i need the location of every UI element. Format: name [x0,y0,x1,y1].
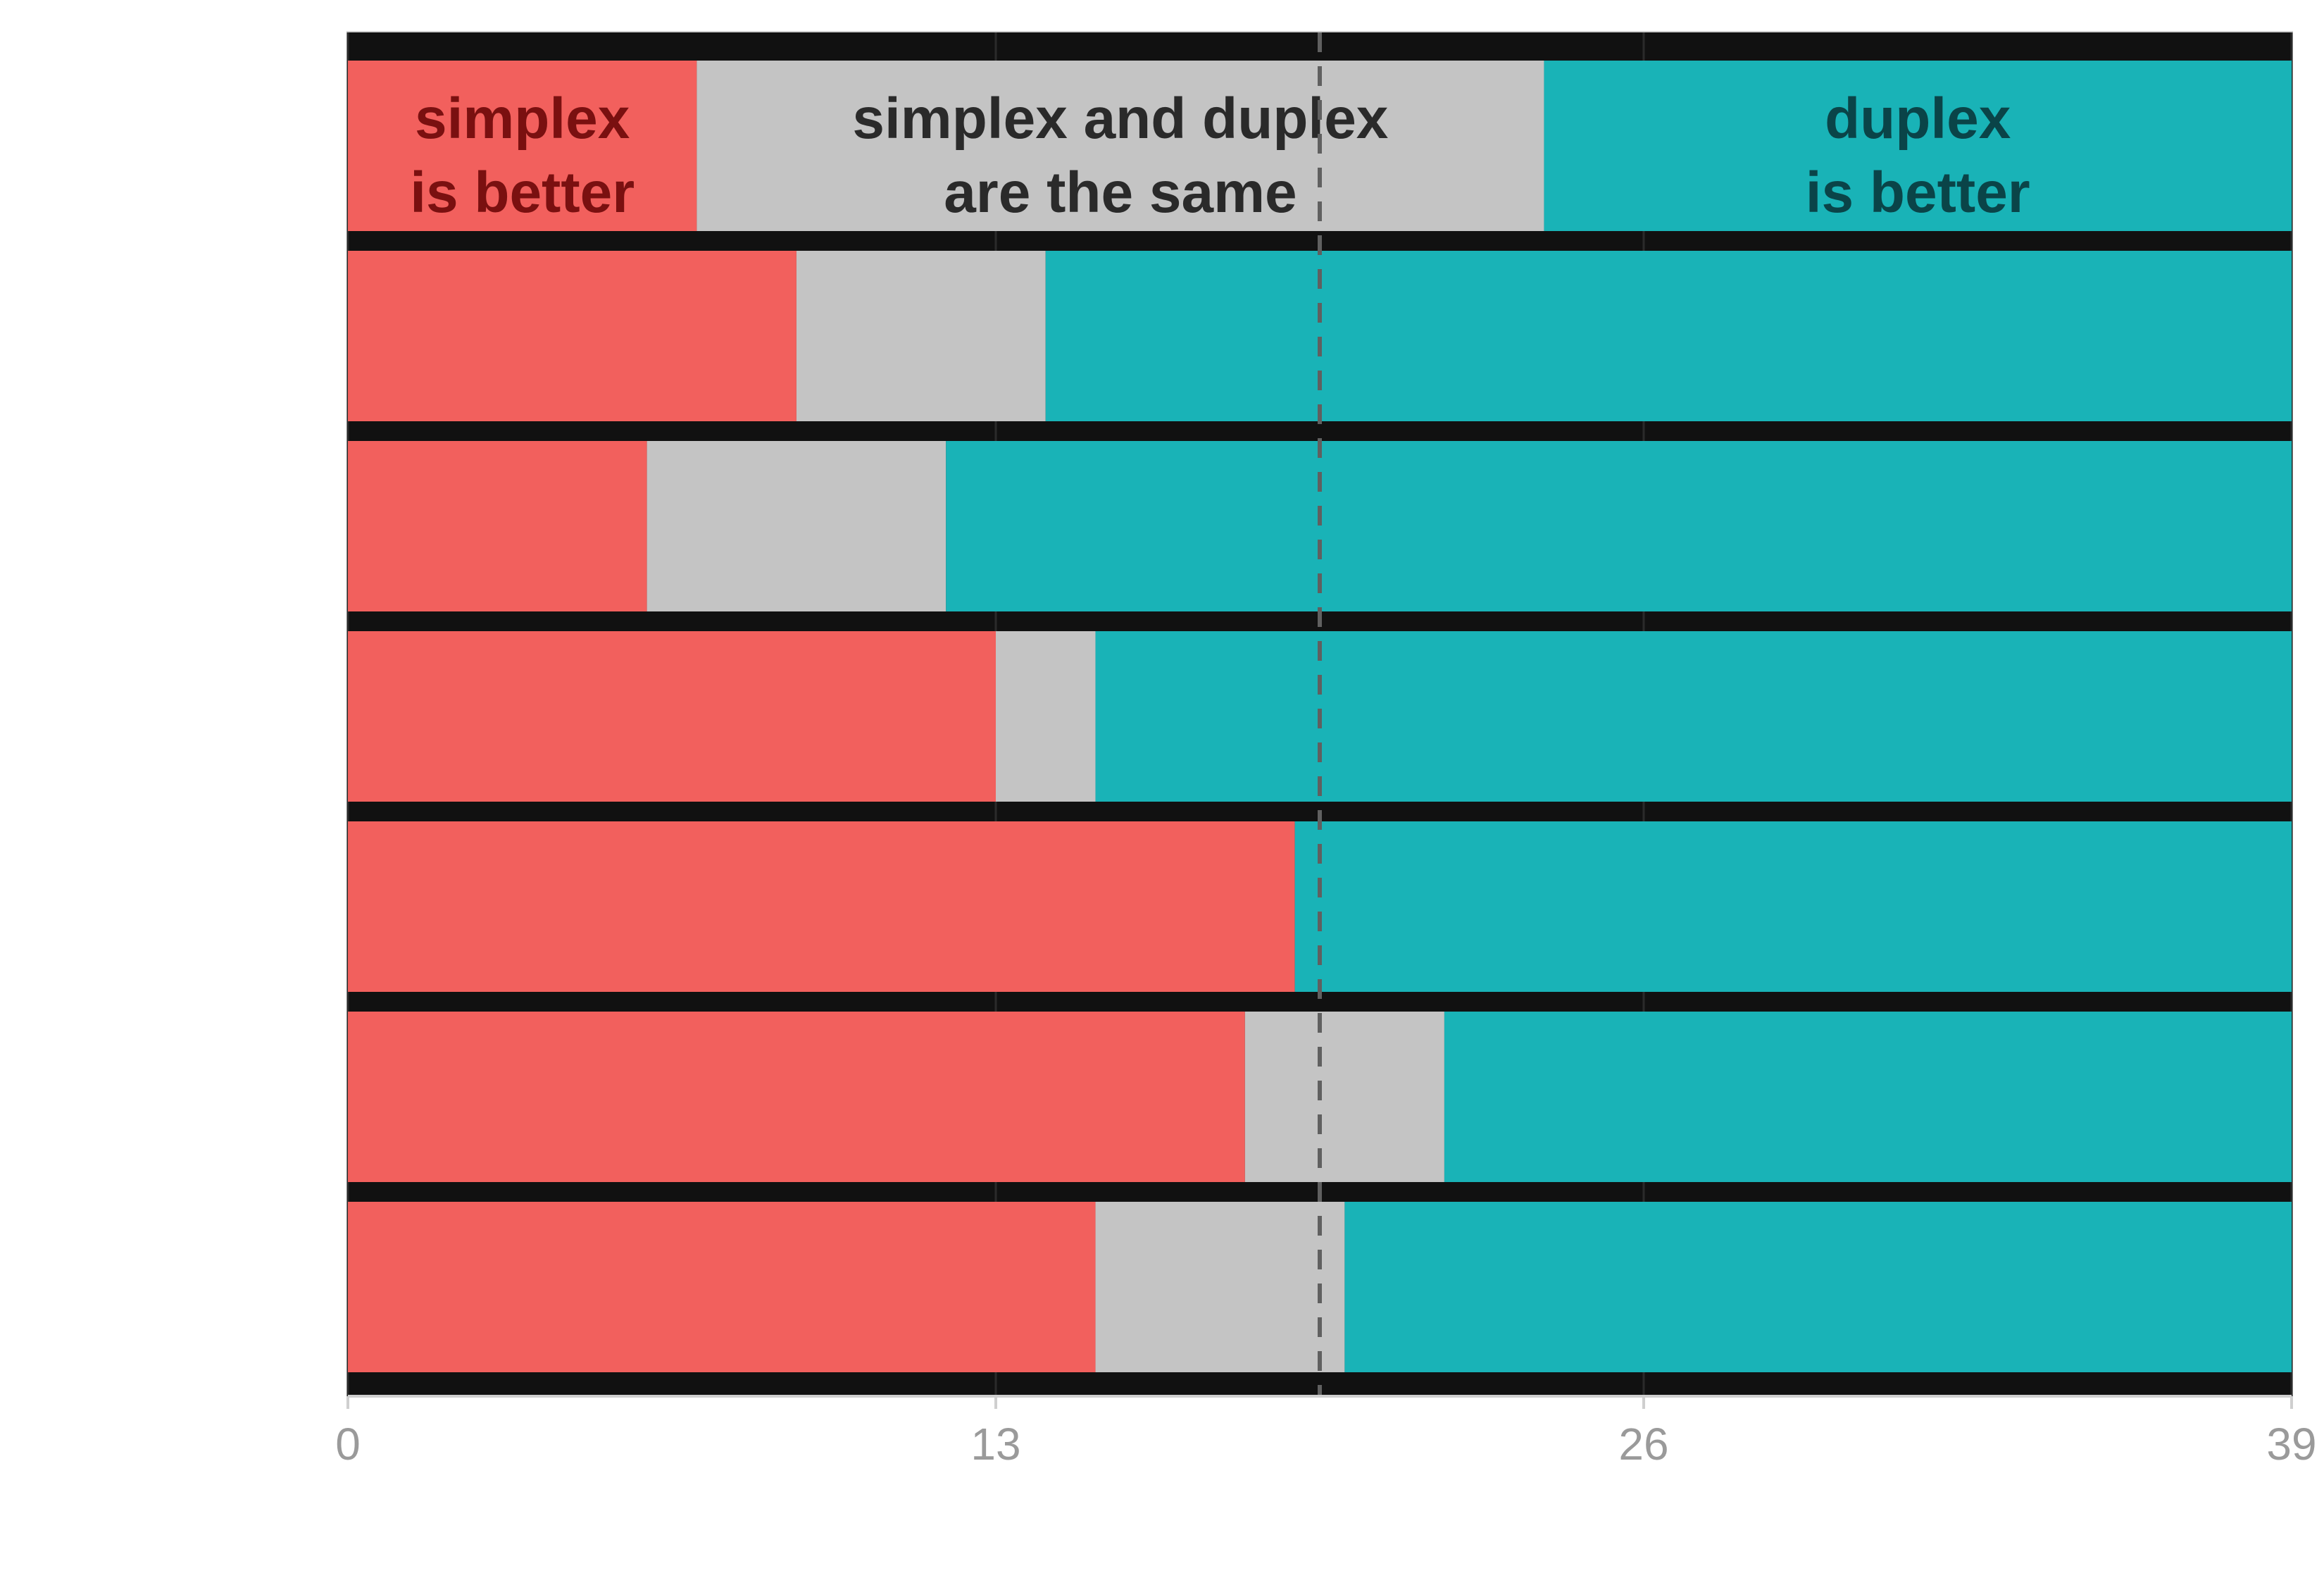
bar-segment [646,441,947,611]
header-labels-layer: simplex is better simplex and duplex are th… [410,87,2030,225]
bar-segment [796,251,1046,421]
bar-segment [348,441,647,611]
bar-segment [1444,1012,2292,1182]
header-segment [348,61,697,231]
header-label-line2: is better [410,161,635,225]
header-segment [1544,61,2292,231]
x-tick-label: 13 [970,1419,1020,1469]
bar-segment [1045,251,2292,421]
bar-segment [946,441,2292,611]
bar-segment [996,631,1096,802]
bar-segment [1294,821,2292,992]
bar-segment [348,251,796,421]
x-tick-label: 0 [335,1419,361,1469]
header-label-line2: are the same [944,161,1297,225]
header-segment [696,61,1544,231]
header-label-line1: simplex [415,87,630,151]
x-axis: 0 13 26 39 [335,1395,2317,1469]
bars-layer [348,61,2292,1372]
bar-segment [1344,1202,2292,1372]
bar-segment [1095,631,2292,802]
header-label-line1: duplex [1825,87,2011,151]
x-tick-label: 39 [2266,1419,2316,1469]
header-label-line2: is better [1806,161,2030,225]
header-label-line1: simplex and duplex [852,87,1388,151]
bar-segment [348,1012,1245,1182]
bar-segment [348,1202,1096,1372]
x-tick-label: 26 [1618,1419,1668,1469]
bar-segment [1244,1012,1444,1182]
bar-segment [348,631,996,802]
bar-segment [348,821,1295,992]
bar-segment [1095,1202,1345,1372]
